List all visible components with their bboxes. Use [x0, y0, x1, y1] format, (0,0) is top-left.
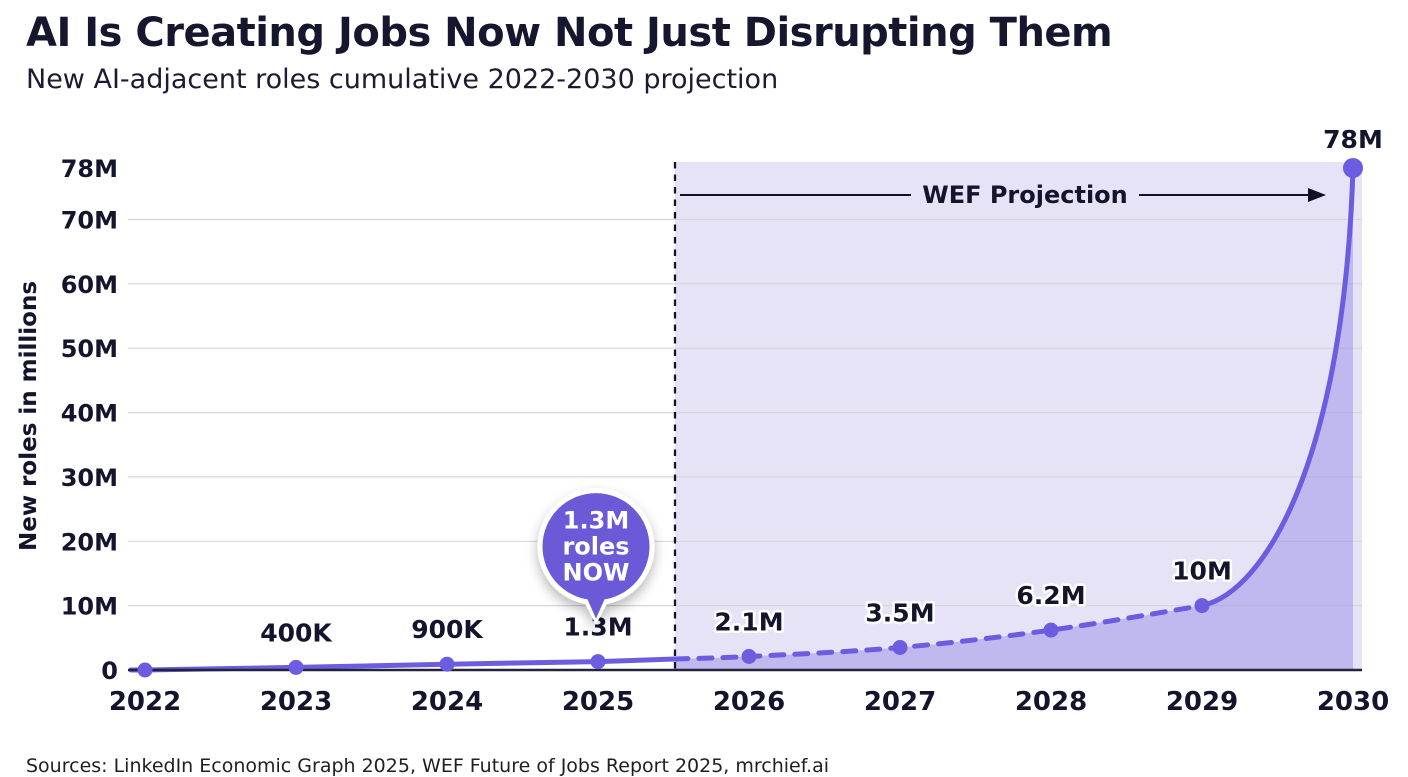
data-label-2028: 6.2M — [1016, 581, 1085, 610]
x-tick-2023: 2023 — [260, 687, 332, 717]
data-point-2030 — [1343, 158, 1363, 178]
x-tick-2027: 2027 — [864, 687, 936, 717]
x-tick-2024: 2024 — [411, 687, 483, 717]
x-tick-2025: 2025 — [562, 687, 634, 717]
data-point-2029 — [1194, 598, 1210, 614]
sources-note: Sources: LinkedIn Economic Graph 2025, W… — [26, 755, 830, 777]
wef-arrowhead — [1308, 188, 1326, 202]
page-subtitle: New AI-adjacent roles cumulative 2022-20… — [26, 64, 779, 95]
data-point-2024 — [439, 656, 455, 672]
data-label-2029: 10M — [1172, 557, 1232, 586]
y-tick-0: 0 — [101, 657, 118, 685]
page-title: AI Is Creating Jobs Now Not Just Disrupt… — [26, 10, 1113, 56]
badge-text-line: NOW — [563, 559, 630, 587]
badge-text-line: 1.3M — [563, 507, 629, 535]
wef-projection-label: WEF Projection — [922, 181, 1128, 209]
y-tick-70M: 70M — [61, 207, 118, 235]
data-point-2023 — [288, 659, 304, 675]
data-label-2027: 3.5M — [865, 599, 934, 628]
y-tick-30M: 30M — [61, 464, 118, 492]
y-tick-50M: 50M — [61, 335, 118, 363]
data-point-2025 — [590, 654, 606, 670]
y-tick-60M: 60M — [61, 271, 118, 299]
y-tick-20M: 20M — [61, 528, 118, 556]
series-line-projected — [672, 603, 1205, 662]
data-point-2022 — [137, 662, 153, 678]
y-tick-78M: 78M — [61, 155, 118, 183]
x-tick-2022: 2022 — [109, 687, 181, 717]
y-tick-10M: 10M — [61, 593, 118, 621]
data-label-2030: 78M — [1323, 125, 1383, 154]
x-tick-2028: 2028 — [1015, 687, 1087, 717]
y-tick-40M: 40M — [61, 400, 118, 428]
series-line-projected-steep — [1199, 165, 1356, 609]
badge-tail — [581, 584, 611, 619]
data-point-2027 — [892, 640, 908, 655]
data-label-2023: 400K — [260, 618, 333, 647]
x-tick-2030: 2030 — [1317, 687, 1389, 717]
data-label-2026: 2.1M — [714, 608, 783, 637]
badge-text-line: roles — [562, 533, 629, 561]
data-label-2024: 900K — [411, 615, 484, 644]
data-point-2026 — [741, 649, 757, 664]
chart-header: AI Is Creating Jobs Now Not Just Disrupt… — [26, 10, 1396, 95]
x-tick-2026: 2026 — [713, 687, 785, 717]
x-tick-2029: 2029 — [1166, 687, 1238, 717]
projection-zone — [675, 162, 1362, 670]
series-area-fill — [675, 168, 1353, 670]
y-axis-title: New roles in millions — [16, 281, 42, 551]
data-point-2028 — [1043, 622, 1059, 638]
